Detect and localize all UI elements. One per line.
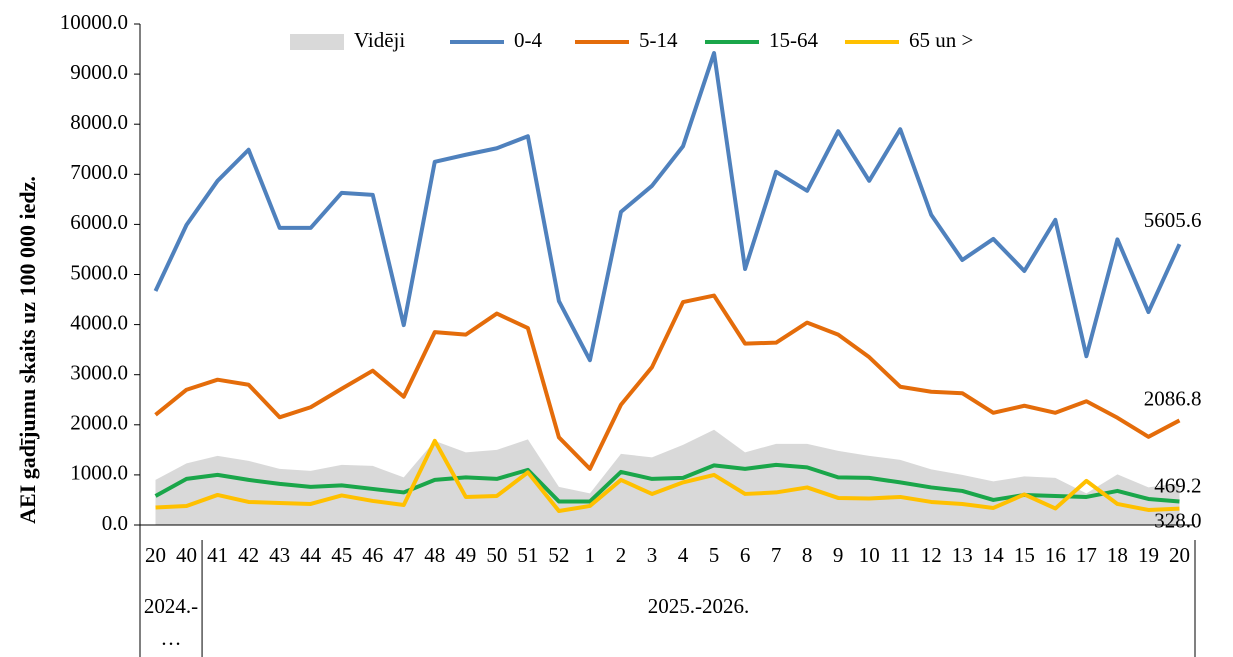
x-tick-label: 7 [771, 543, 782, 567]
x-tick-label: 15 [1014, 543, 1035, 567]
line [154, 462, 1180, 504]
x-tick-label: 47 [393, 543, 414, 567]
x-tick-label: 3 [647, 543, 658, 567]
y-tick-label: 8000.0 [70, 110, 128, 134]
legend-label: Vidēji [354, 28, 405, 52]
y-tick-label: 5000.0 [70, 260, 128, 284]
x-tick-label: 42 [238, 543, 259, 567]
x-tick-label: 13 [952, 543, 973, 567]
y-axis-label: AEI gadījumu skaits uz 100 000 iedz. [15, 176, 40, 524]
y-tick-label: 9000.0 [70, 60, 128, 84]
x-tick-label: 46 [362, 543, 383, 567]
data-label: 2086.8 [1144, 386, 1202, 410]
x-tick-label: 43 [269, 543, 290, 567]
x-tick-label: 20 [145, 543, 166, 567]
x-tick-label: 11 [890, 543, 910, 567]
x-tick-label: 2 [616, 543, 627, 567]
x-tick-label: 18 [1107, 543, 1128, 567]
y-tick-label: 3000.0 [70, 361, 128, 385]
y-tick-label: 7000.0 [70, 160, 128, 184]
x-tick-label: 17 [1076, 543, 1097, 567]
x-tick-label: 41 [207, 543, 228, 567]
y-tick-label: 6000.0 [70, 210, 128, 234]
x-tick-label: 9 [833, 543, 844, 567]
legend-label: 5-14 [639, 28, 678, 52]
x-tick-label: 16 [1045, 543, 1066, 567]
x-tick-label: 12 [921, 543, 942, 567]
legend-label: 0-4 [514, 28, 542, 52]
series-layer [153, 51, 1182, 525]
x-tick-label: 14 [983, 543, 1005, 567]
x-tick-label: 45 [331, 543, 352, 567]
x-tick-label: 40 [176, 543, 197, 567]
x-tick-label: 1 [585, 543, 596, 567]
x-tick-label: 10 [859, 543, 880, 567]
data-label: 469.2 [1154, 473, 1201, 497]
x-tick-label: 20 [1169, 543, 1190, 567]
y-tick-label: 1000.0 [70, 461, 128, 485]
x-tick-label: 6 [740, 543, 751, 567]
group-label: 2024.-… [143, 594, 199, 650]
x-tick-label: 8 [802, 543, 813, 567]
x-tick-label: 48 [424, 543, 445, 567]
x-tick-label: 49 [455, 543, 476, 567]
x-tick-label: 5 [709, 543, 720, 567]
data-label: 5605.6 [1144, 208, 1202, 232]
legend-label: 15-64 [769, 28, 818, 52]
x-tick-label: 52 [548, 543, 569, 567]
x-tick-label: 4 [678, 543, 689, 567]
data-label: 328.0 [1154, 508, 1201, 532]
line [155, 438, 1180, 513]
group-label: 2025.-2026. [647, 594, 750, 618]
line [153, 51, 1182, 363]
x-tick-label: 19 [1138, 543, 1159, 567]
line [154, 293, 1181, 471]
y-tick-label: 4000.0 [70, 310, 128, 334]
legend-swatch [290, 34, 344, 50]
y-tick-label: 0.0 [102, 511, 128, 535]
x-tick-label: 44 [300, 543, 322, 567]
y-tick-label: 2000.0 [70, 411, 128, 435]
x-tick-label: 50 [486, 543, 507, 567]
legend-label: 65 un > [909, 28, 973, 52]
y-tick-label: 10000.0 [60, 10, 128, 34]
x-tick-label: 51 [517, 543, 538, 567]
